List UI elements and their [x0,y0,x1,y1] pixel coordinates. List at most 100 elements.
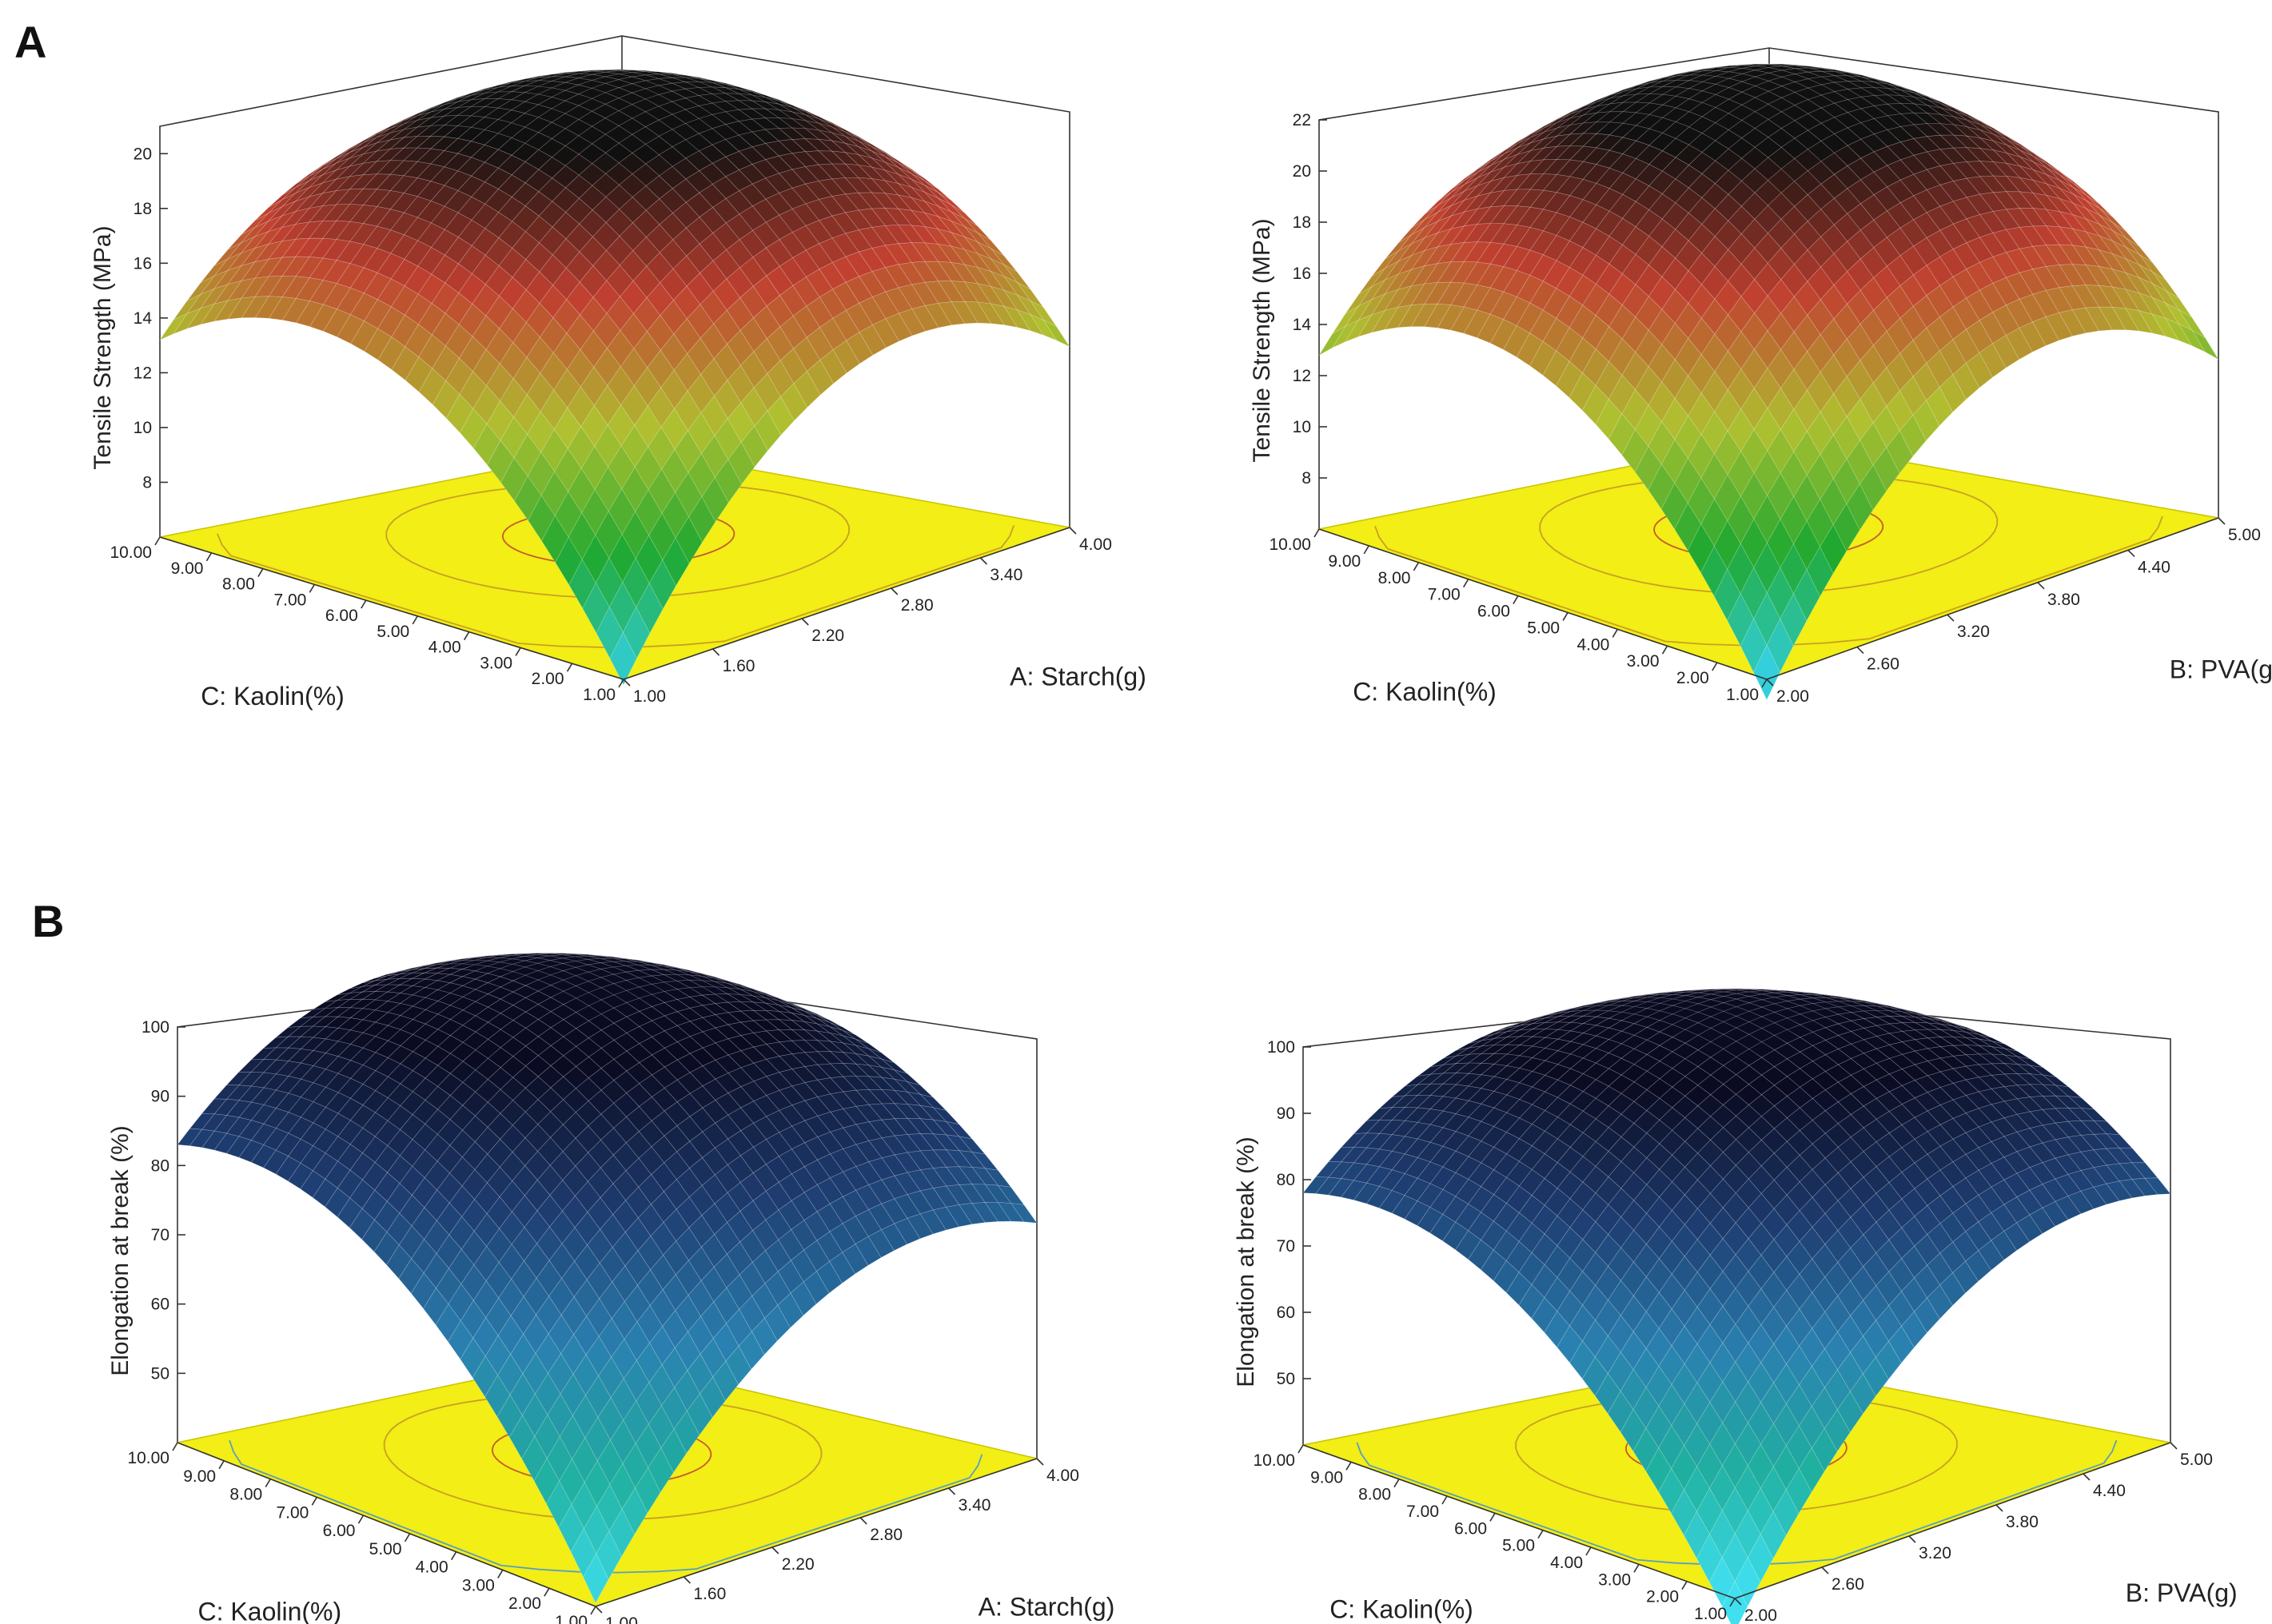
surface-cell [322,239,351,261]
kaolin-tick-mark [618,679,624,688]
kaolin-tick-label: 7.00 [276,1503,309,1522]
x-axis-label: B: PVA(g) [2170,655,2272,684]
surface-cell [322,220,351,240]
kaolin-tick-mark [1413,562,1420,571]
surface-cell [805,220,833,245]
surface-cell [688,496,716,543]
surface-cell [675,516,703,564]
x-axis-label: A: Starch(g) [1010,663,1146,691]
surface-cell [337,314,365,344]
kaolin-tick-mark [590,1606,596,1615]
surface-cell [377,278,405,308]
surface-cell [924,261,952,282]
surface-cell [363,248,392,273]
response-surface [159,69,1070,686]
surface-cell [241,258,269,281]
kaolin-tick-label: 5.00 [1527,619,1560,637]
surface-plot-tensile-starch: 81012141618201.002.003.004.005.006.007.0… [90,35,1146,710]
y-axis-label: Elongation at break (%) [1233,1136,1259,1387]
kaolin-tick-mark [1441,1495,1448,1505]
surface-cell [2046,161,2074,181]
y-tick-label: 60 [1277,1304,1295,1322]
x-tick-mark [2083,1473,2091,1481]
x-tick-mark [623,679,631,687]
surface-cell [309,304,337,332]
kaolin-tick-mark [1297,1444,1304,1454]
kaolin-tick-label: 5.00 [377,623,409,641]
kaolin-tick-mark [412,615,418,625]
response-surface [1302,988,2171,1624]
kaolin-tick-label: 8.00 [229,1486,262,1504]
kaolin-tick-mark [257,568,264,577]
x-tick-label: 1.60 [693,1585,726,1603]
surface-cell [648,559,676,610]
surface-cell [377,229,405,254]
surface-cell [363,189,391,207]
surface-cell [727,441,755,485]
kaolin-tick-mark [450,1551,457,1561]
surface-cell [727,329,755,366]
surface-cell [444,137,472,154]
y-tick-label: 50 [151,1364,169,1383]
surface-cell [632,209,660,238]
surface-cell [349,142,377,159]
x-tick-mark [712,648,720,656]
x-tick-label: 4.00 [1046,1467,1079,1485]
x-tick-label: 5.00 [2180,1451,2213,1469]
surface-cell [646,282,674,316]
surface-cell [417,302,446,336]
kaolin-tick-label: 6.00 [325,607,358,625]
surface-cell [268,201,297,221]
kaolin-tick-mark [1345,1461,1352,1471]
x-tick-label: 1.60 [723,657,755,675]
surface-cell [700,395,728,436]
surface-cell [417,109,444,121]
surface-cell [977,283,1005,307]
surface-cell [564,119,593,137]
kaolin-tick-mark [1363,545,1369,555]
y-tick-label: 18 [1293,213,1311,232]
kaolin-tick-label: 5.00 [1502,1537,1535,1555]
surface-cell [977,301,1005,325]
x-tick-mark [859,1517,867,1525]
surface-cell [552,71,580,75]
surface-cell [377,209,405,231]
surface-cell [323,283,351,310]
y-tick-label: 90 [1277,1105,1295,1123]
surface-cell [767,396,795,436]
x-tick-label: 2.00 [1744,1606,1777,1624]
x-tick-mark [683,1576,691,1584]
surface-cell [444,99,472,109]
surface-cell [635,489,663,536]
surface-cell [417,102,445,114]
surface-cell [780,383,808,421]
surface-cell [593,348,621,386]
surface-cell [911,305,939,332]
surface-cell [364,328,393,360]
kaolin-tick-mark [515,647,521,656]
surface-cell [565,223,593,253]
surface-cell [566,281,594,316]
kaolin-tick-label: 6.00 [1454,1519,1487,1538]
x-tick-label: 4.40 [2093,1482,2126,1500]
surface-cell [268,297,297,320]
kaolin-tick-mark [1513,595,1519,604]
kaolin-tick-label: 9.00 [183,1467,216,1486]
kaolin-tick-label: 8.00 [222,575,255,594]
x-tick-mark [2170,1442,2178,1450]
kaolin-tick-label: 7.00 [1428,586,1461,604]
x-tick-mark [1908,1535,1916,1543]
kaolin-tick-label: 7.00 [1406,1503,1439,1521]
x-tick-mark [595,1606,603,1614]
x-tick-mark [2218,517,2226,525]
surface-cell [845,302,873,333]
surface-cell [636,583,664,635]
kaolin-tick-mark [154,536,161,546]
surface-cell [911,169,939,189]
surface-plot-elongation-pva: 50607080901001.002.003.004.005.006.007.0… [1233,988,2238,1624]
surface-cell [871,146,899,164]
y-tick-label: 18 [134,200,152,218]
surface-cell [806,327,834,360]
surface-cell [1861,74,1888,83]
